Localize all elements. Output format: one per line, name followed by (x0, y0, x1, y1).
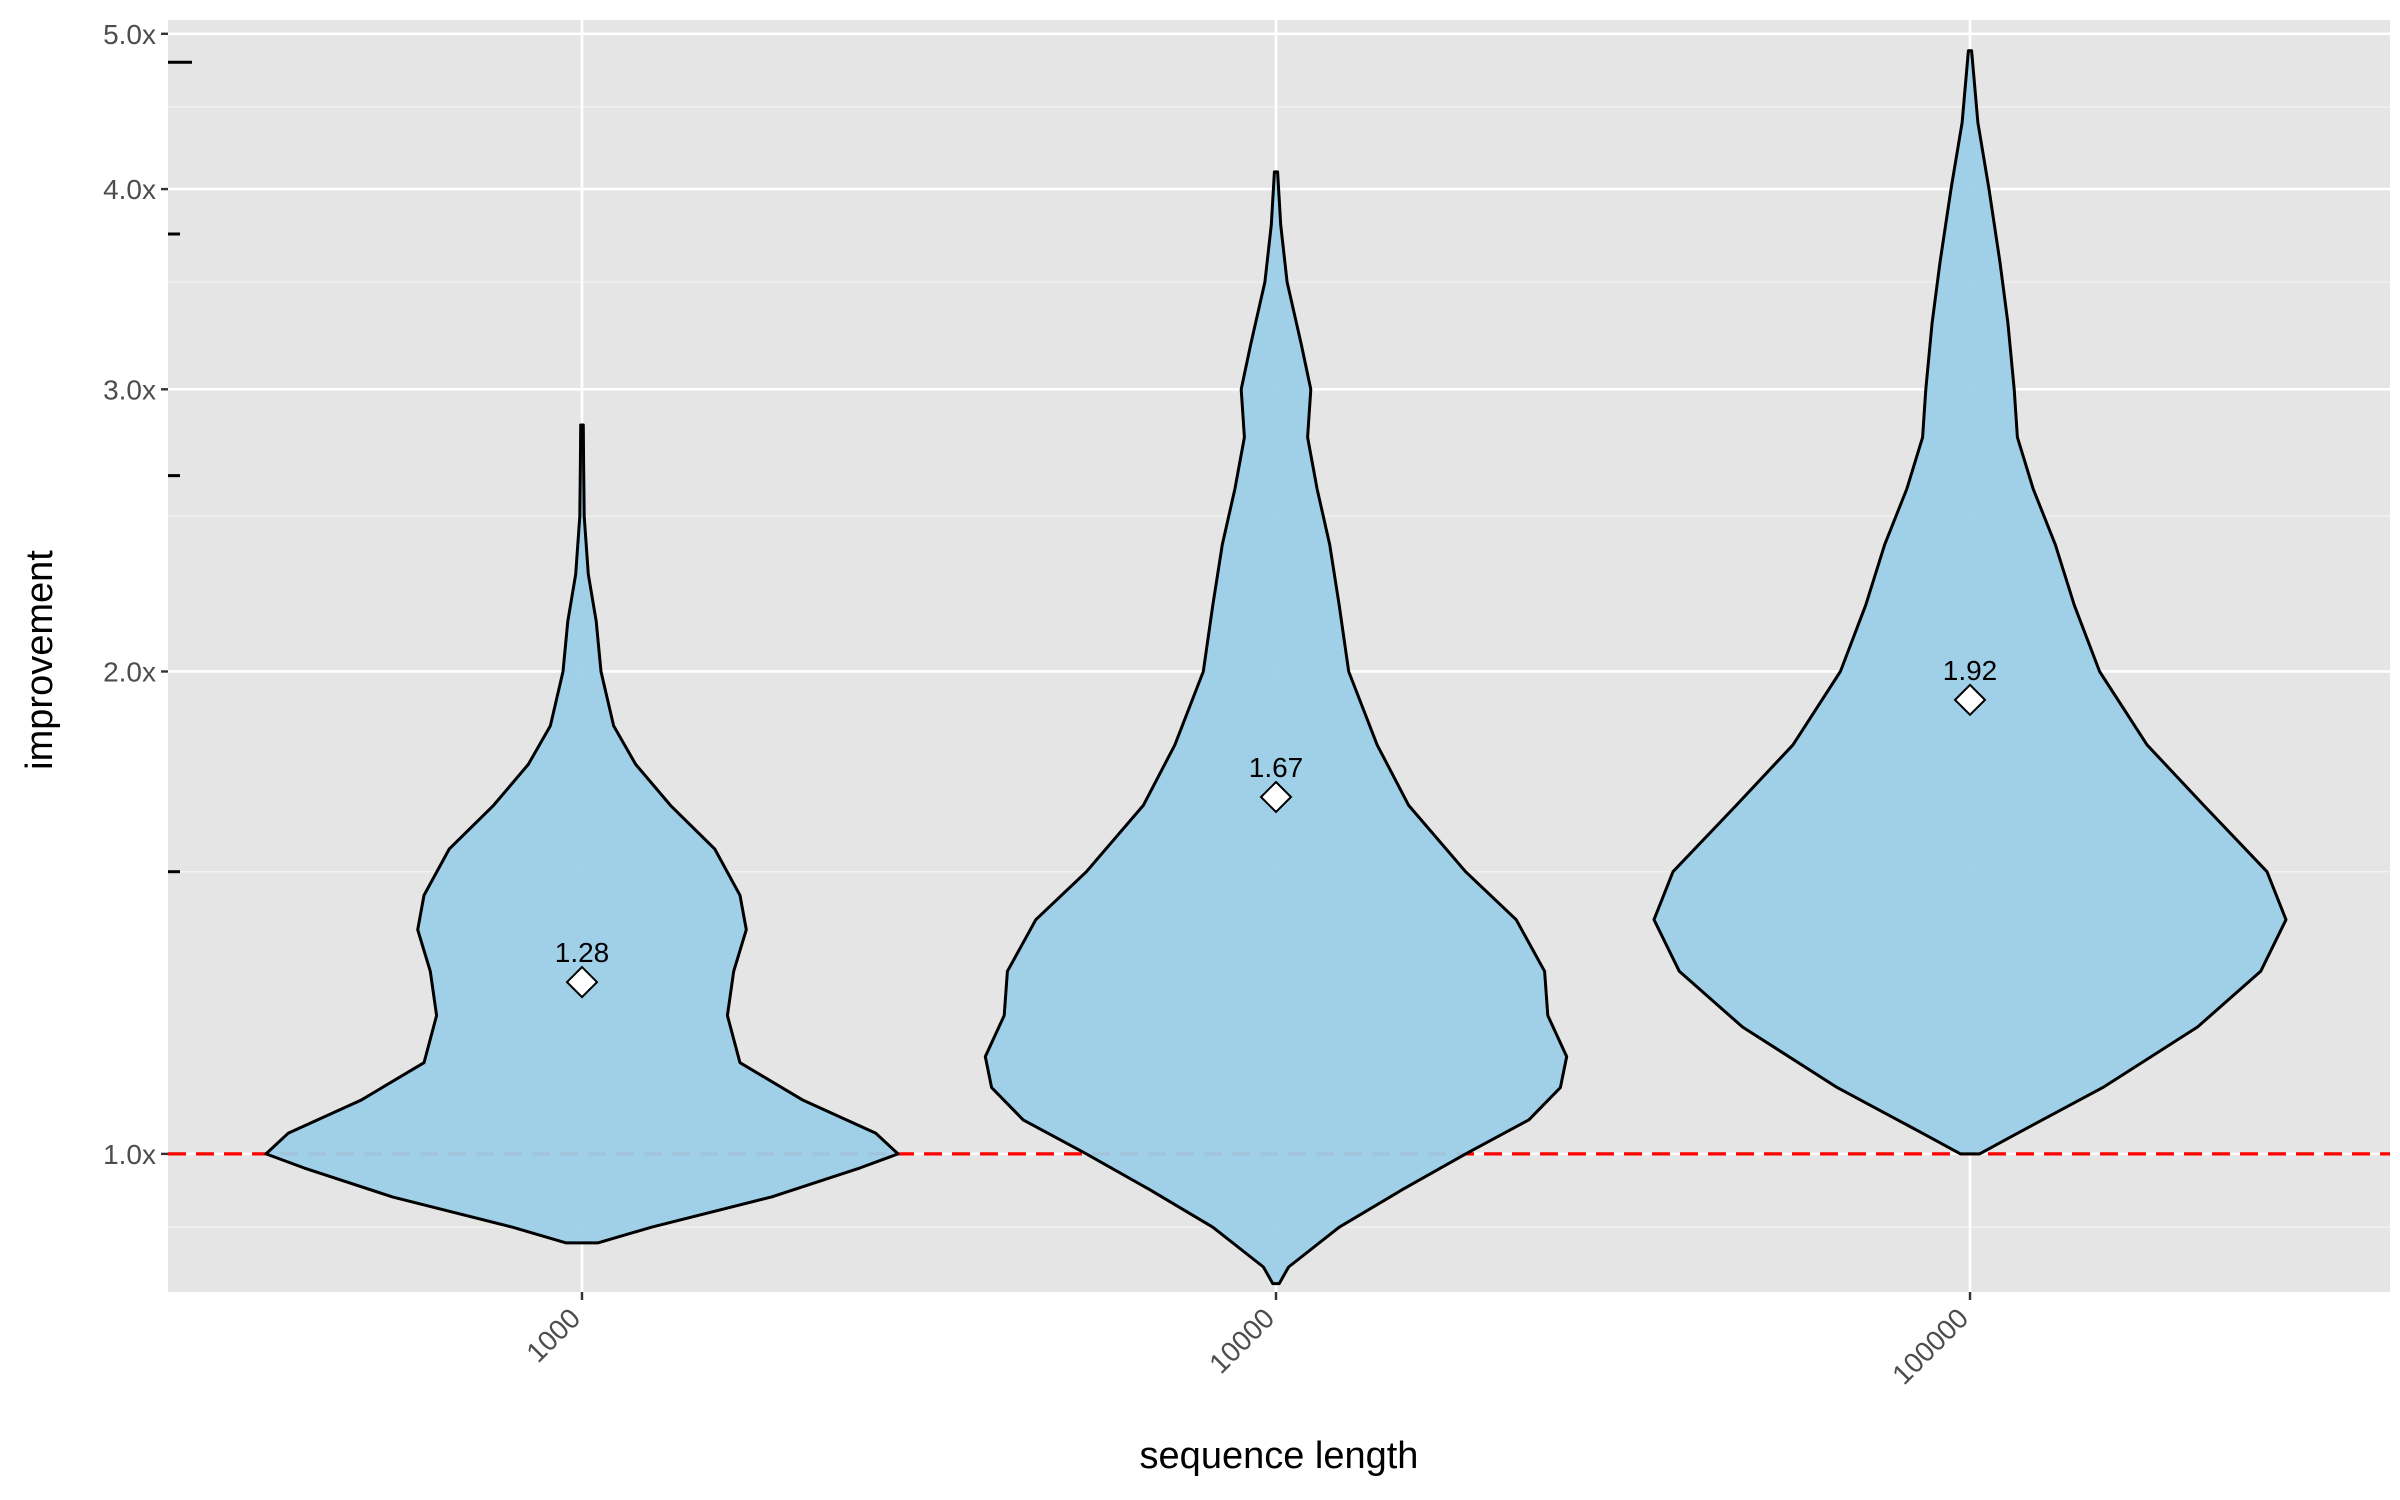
violin-100000 (1652, 49, 2288, 1156)
x-tick-label: 10000 (1203, 1302, 1280, 1379)
y-axis-title: improvement (19, 550, 61, 770)
y-tick-label: 5.0x (103, 19, 156, 50)
violin-10000 (983, 170, 1569, 1286)
x-axis: 1000 10000 100000 (520, 1292, 1974, 1390)
mean-label: 1.92 (1943, 655, 1998, 686)
mean-label: 1.28 (555, 937, 610, 968)
rug-marks (168, 60, 192, 874)
mean-marker (1259, 780, 1293, 814)
mean-marker (1953, 683, 1987, 717)
y-tick-label: 1.0x (103, 1139, 156, 1170)
mean-marker (565, 965, 599, 999)
x-tick-label: 100000 (1886, 1302, 1974, 1390)
y-tick-label: 4.0x (103, 174, 156, 205)
x-tick-label: 1000 (520, 1302, 586, 1368)
y-tick-label: 3.0x (103, 374, 156, 405)
y-tick-label: 2.0x (103, 656, 156, 687)
mean-label: 1.67 (1249, 752, 1304, 783)
y-axis: 1.0x 2.0x 3.0x 4.0x 5.0x (103, 19, 168, 1170)
violins: 1.28 1.67 1.92 (264, 49, 2288, 1286)
violin-1000 (264, 423, 900, 1245)
x-axis-title: sequence length (1140, 1435, 1419, 1477)
